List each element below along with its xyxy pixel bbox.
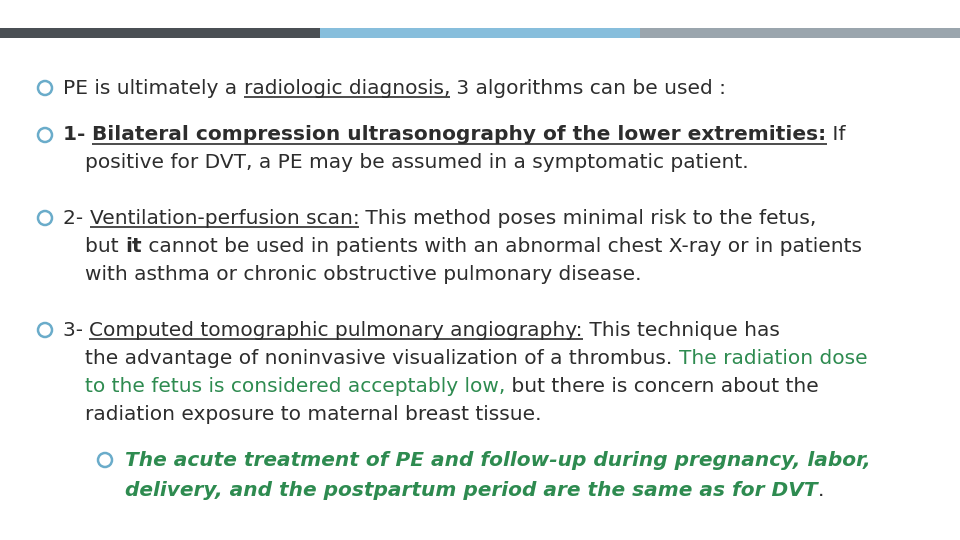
Text: 3 algorithms can be used :: 3 algorithms can be used : <box>450 78 726 98</box>
Text: The radiation dose: The radiation dose <box>679 348 867 368</box>
Text: but: but <box>85 237 125 255</box>
Text: radiologic diagnosis,: radiologic diagnosis, <box>244 78 450 98</box>
Text: delivery, and the postpartum period are the same as for DVT: delivery, and the postpartum period are … <box>125 481 818 500</box>
Bar <box>0 28 320 38</box>
Text: but there is concern about the: but there is concern about the <box>505 376 819 395</box>
Bar <box>320 28 640 38</box>
Text: with asthma or chronic obstructive pulmonary disease.: with asthma or chronic obstructive pulmo… <box>85 265 641 284</box>
Text: cannot be used in patients with an abnormal chest X-ray or in patients: cannot be used in patients with an abnor… <box>142 237 862 255</box>
Text: Bilateral compression ultrasonography of the lower extremities:: Bilateral compression ultrasonography of… <box>92 125 827 145</box>
Text: Ventilation-perfusion scan:: Ventilation-perfusion scan: <box>89 208 359 227</box>
Text: radiation exposure to maternal breast tissue.: radiation exposure to maternal breast ti… <box>85 404 541 423</box>
Text: PE is ultimately a: PE is ultimately a <box>63 78 244 98</box>
Text: If: If <box>827 125 846 145</box>
Text: the advantage of noninvasive visualization of a thrombus.: the advantage of noninvasive visualizati… <box>85 348 679 368</box>
Text: to the fetus is considered acceptably low,: to the fetus is considered acceptably lo… <box>85 376 505 395</box>
Text: .: . <box>818 481 824 500</box>
Text: 3-: 3- <box>63 321 89 340</box>
Bar <box>640 28 960 38</box>
Text: This technique has: This technique has <box>583 321 780 340</box>
Text: This method poses minimal risk to the fetus,: This method poses minimal risk to the fe… <box>359 208 817 227</box>
Text: it: it <box>125 237 142 255</box>
Text: 2-: 2- <box>63 208 89 227</box>
Text: The acute treatment of PE and follow-up during pregnancy, labor,: The acute treatment of PE and follow-up … <box>125 450 871 469</box>
Text: Computed tomographic pulmonary angiography:: Computed tomographic pulmonary angiograp… <box>89 321 583 340</box>
Text: 1-: 1- <box>63 125 92 145</box>
Text: positive for DVT, a PE may be assumed in a symptomatic patient.: positive for DVT, a PE may be assumed in… <box>85 153 749 172</box>
